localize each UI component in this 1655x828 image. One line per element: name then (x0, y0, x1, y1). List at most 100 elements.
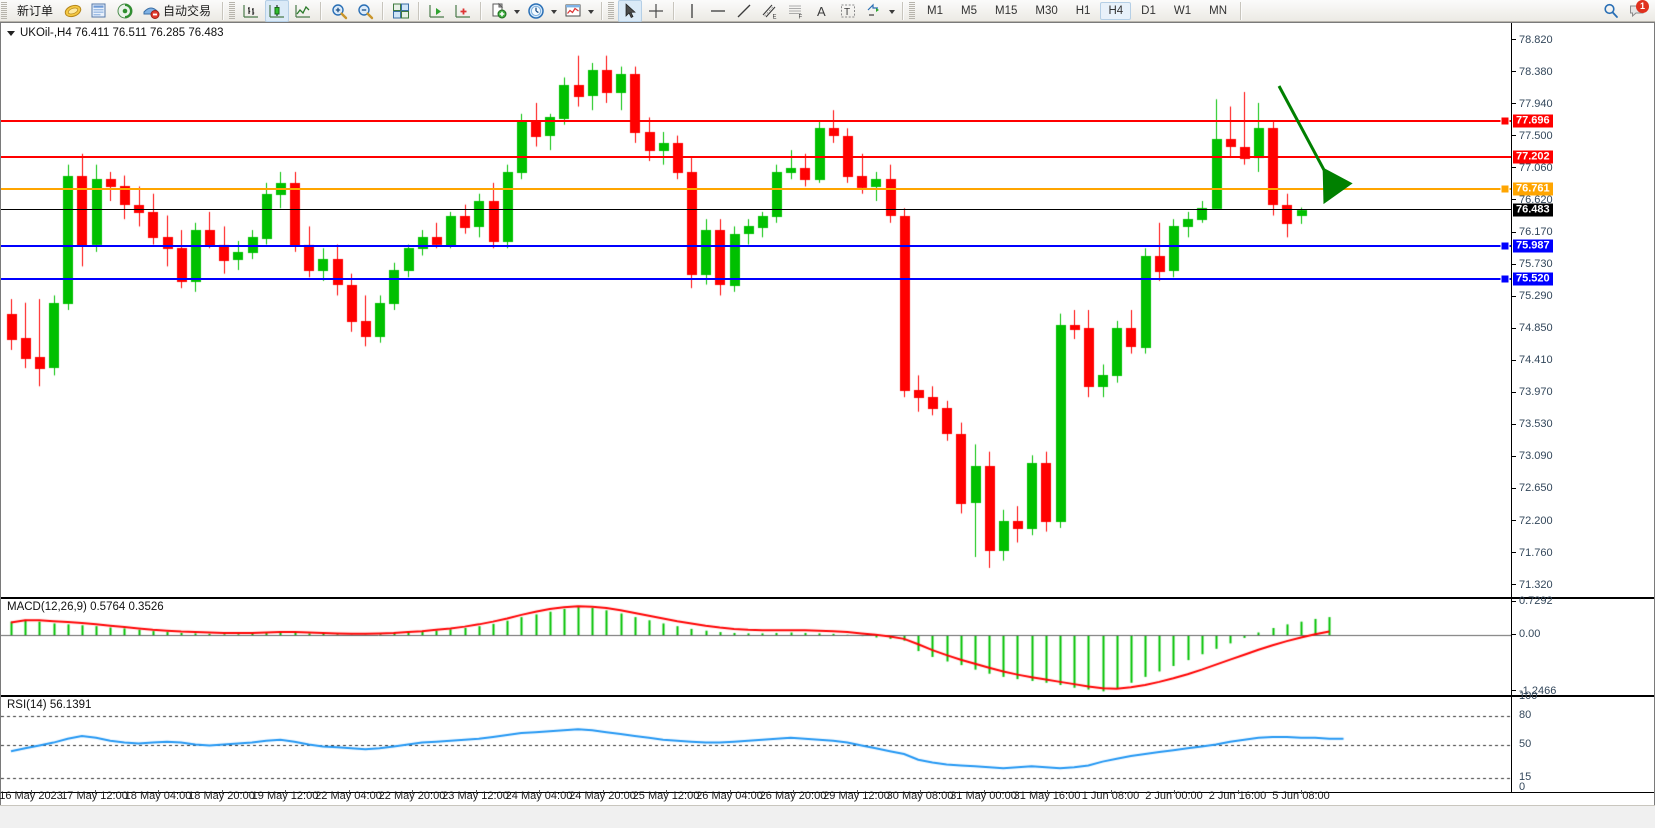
fibonacci-icon[interactable]: F (784, 0, 808, 22)
time-axis-label: 26 May 20:00 (759, 790, 827, 802)
time-axis-tick (602, 790, 604, 794)
time-axis-tick (856, 790, 858, 794)
status-bar (0, 805, 1655, 828)
timeframe-m30[interactable]: M30 (1035, 4, 1058, 17)
rsi-title: RSI(14) 56.1391 (7, 699, 92, 711)
navigator-icon[interactable] (113, 0, 137, 22)
svg-text:F: F (799, 14, 803, 20)
trendline-icon[interactable] (732, 0, 756, 22)
notifications-icon[interactable]: 1 (1625, 0, 1649, 22)
vertical-line-icon[interactable] (680, 0, 704, 22)
time-axis-label: 25 May 12:00 (632, 790, 700, 802)
toolbar-grip-3[interactable] (608, 2, 615, 19)
macd-rsi-separator (1, 695, 1654, 696)
market-watch-icon[interactable] (87, 0, 111, 22)
rsi-axis[interactable] (1509, 697, 1654, 792)
time-axis-tick (793, 790, 794, 794)
time-axis-label: 23 May 12:00 (442, 790, 509, 802)
time-axis-label: 24 May 04:00 (505, 790, 573, 802)
time-axis-tick (1174, 790, 1175, 794)
toolbar-grip[interactable] (1, 2, 7, 19)
macd-canvas (1, 599, 1511, 695)
chart-window[interactable]: UKOil-,H4 76.411 76.511 76.285 76.483 MA… (0, 22, 1655, 806)
timeframe-h4[interactable]: H4 (1100, 1, 1132, 20)
time-axis-label: 22 May 04:00 (315, 790, 382, 802)
arrows-dropdown-caret[interactable] (889, 9, 896, 14)
arrows-icon[interactable] (862, 0, 886, 22)
price-pane[interactable] (1, 23, 1654, 597)
time-axis[interactable]: 16 May 2023 17 May 12:00 18 May 04:00 18 Ma… (0, 790, 1654, 805)
macd-title: MACD(12,26,9) 0.5764 0.3526 (7, 601, 164, 613)
cursor-icon[interactable] (618, 0, 643, 22)
text-icon[interactable]: A (810, 0, 834, 22)
timeframe-h1[interactable]: H1 (1075, 4, 1091, 17)
tile-windows-icon[interactable] (389, 0, 413, 22)
timeframe-m5[interactable]: M5 (961, 4, 977, 17)
macd-axis[interactable] (1509, 599, 1654, 695)
timeframe-w1[interactable]: W1 (1173, 4, 1192, 17)
price-axis-line (1511, 23, 1512, 597)
indicators-icon[interactable] (487, 0, 511, 22)
time-axis-label: 2 Jun 00:00 (1145, 790, 1203, 802)
time-axis-tick (1301, 790, 1302, 794)
bar-chart-icon[interactable] (239, 0, 263, 22)
timeframe-m1[interactable]: M1 (927, 4, 944, 17)
price-candles-canvas (1, 23, 1511, 597)
timeframe-d1[interactable]: D1 (1141, 4, 1156, 17)
search-icon[interactable] (1599, 0, 1623, 22)
svg-text:T: T (844, 7, 850, 18)
rsi-canvas (1, 697, 1511, 792)
toolbar-grip-4[interactable] (909, 2, 916, 19)
svg-text:E: E (773, 14, 777, 20)
period-clock-icon[interactable] (524, 0, 548, 22)
rsi-axis-line (1511, 697, 1512, 792)
rsi-pane[interactable]: RSI(14) 56.1391 (1, 696, 1654, 792)
time-axis-tick (983, 790, 985, 794)
time-axis-tick (412, 790, 413, 794)
time-axis-label: 31 May 00:00 (950, 790, 1017, 802)
time-axis-label: 18 May 04:00 (124, 790, 192, 802)
candlestick-chart-icon[interactable] (265, 0, 290, 22)
time-axis-tick (348, 790, 350, 794)
time-axis-tick (285, 790, 286, 794)
new-order-button[interactable]: 新订单 (11, 0, 59, 22)
timeframe-m15[interactable]: M15 (995, 4, 1018, 17)
time-axis-label: 2 Jun 16:00 (1208, 790, 1267, 802)
templates-icon[interactable] (561, 0, 585, 22)
time-axis-tick (729, 790, 731, 794)
text-label-icon[interactable]: T (836, 0, 860, 22)
wallet-icon[interactable] (61, 0, 85, 22)
time-axis-label: 31 May 16:00 (1013, 790, 1081, 802)
time-axis-label: 1 Jun 08:00 (1081, 790, 1140, 802)
time-axis-tick (1047, 790, 1048, 794)
line-chart-icon[interactable] (291, 0, 315, 22)
autotrading-button[interactable]: 自动交易 (139, 0, 217, 22)
notification-badge: 1 (1636, 0, 1649, 13)
toolbar-grip-2[interactable] (229, 2, 236, 19)
price-axis[interactable] (1509, 23, 1654, 597)
macd-pane[interactable]: MACD(12,26,9) 0.5764 0.3526 (1, 598, 1654, 695)
time-axis-label: 5 Jun 08:00 (1272, 790, 1330, 802)
chart-symbol-ohlc: UKOil-,H4 76.411 76.511 76.285 76.483 (20, 27, 224, 39)
time-axis-tick (666, 790, 667, 794)
zoom-out-icon[interactable] (353, 0, 377, 22)
macd-axis-line (1511, 599, 1512, 695)
time-axis-tick (94, 790, 96, 794)
period-dropdown-caret[interactable] (551, 9, 558, 14)
zoom-in-icon[interactable] (327, 0, 351, 22)
timeframe-mn[interactable]: MN (1209, 4, 1227, 17)
equidistant-channel-icon[interactable]: E (758, 0, 782, 22)
horizontal-line-icon[interactable] (706, 0, 730, 22)
auto-scroll-icon[interactable] (451, 0, 475, 22)
time-axis-label: 17 May 12:00 (61, 790, 128, 802)
time-axis-tick (31, 790, 32, 794)
templates-dropdown-caret[interactable] (588, 9, 595, 14)
time-axis-tick (158, 790, 159, 794)
chart-menu-caret[interactable] (7, 30, 15, 36)
svg-text:A: A (817, 4, 826, 19)
time-axis-tick (920, 790, 921, 794)
indicators-dropdown-caret[interactable] (514, 9, 521, 14)
crosshair-icon[interactable] (644, 0, 668, 22)
chart-shift-icon[interactable] (425, 0, 449, 22)
